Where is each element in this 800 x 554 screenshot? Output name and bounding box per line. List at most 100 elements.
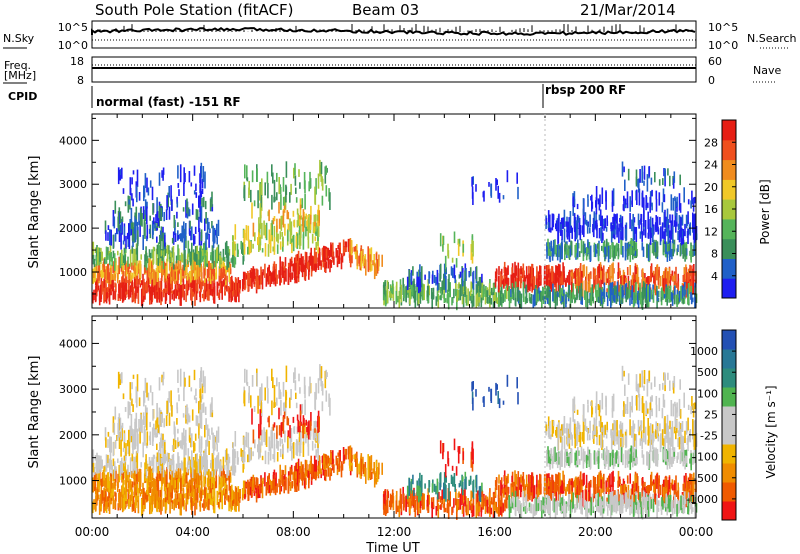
echo-cell xyxy=(320,161,323,175)
echo-cell xyxy=(133,468,136,481)
echo-cell xyxy=(561,287,564,304)
echo-cell xyxy=(262,477,264,484)
echo-cell xyxy=(313,455,316,472)
echo-cell xyxy=(661,287,663,297)
echo-cell xyxy=(143,185,145,202)
echo-cell xyxy=(655,249,657,259)
echo-cell xyxy=(131,245,134,254)
echo-cell xyxy=(648,276,650,285)
echo-cell xyxy=(556,244,559,261)
echo-cell xyxy=(278,177,280,195)
echo-cell xyxy=(215,476,218,488)
echo-cell xyxy=(396,295,399,303)
echo-cell xyxy=(166,195,168,209)
echo-cell xyxy=(593,211,596,229)
echo-cell xyxy=(517,287,519,301)
echo-cell xyxy=(96,452,98,465)
echo-cell xyxy=(302,464,304,480)
echo-cell xyxy=(212,232,215,248)
echo-cell xyxy=(317,173,320,189)
echo-cell xyxy=(177,257,180,271)
echo-cell xyxy=(585,247,588,261)
echo-cell xyxy=(202,402,205,413)
echo-cell xyxy=(304,422,306,435)
echo-cell xyxy=(645,279,647,294)
echo-cell xyxy=(318,456,321,474)
echo-cell xyxy=(457,289,459,298)
echo-cell xyxy=(151,457,153,467)
echo-cell xyxy=(175,288,178,299)
echo-cell xyxy=(99,479,102,486)
echo-cell xyxy=(651,217,654,229)
echo-cell xyxy=(201,250,204,256)
echo-cell xyxy=(365,467,367,484)
echo-cell xyxy=(439,263,442,279)
echo-cell xyxy=(614,281,616,289)
echo-cell xyxy=(196,250,198,265)
echo-cell xyxy=(298,259,301,271)
echo-cell xyxy=(156,429,158,435)
echo-cell xyxy=(244,164,246,179)
echo-cell xyxy=(360,250,363,269)
echo-cell xyxy=(226,459,228,478)
echo-cell xyxy=(176,402,178,410)
echo-cell xyxy=(615,244,617,256)
echo-cell xyxy=(110,436,112,453)
echo-cell xyxy=(159,234,161,244)
echo-cell xyxy=(362,456,364,464)
echo-cell xyxy=(589,274,591,292)
echo-cell xyxy=(551,248,554,261)
echo-cell xyxy=(279,464,281,481)
echo-cell xyxy=(128,289,130,300)
echo-cell xyxy=(603,224,605,231)
echo-cell xyxy=(644,287,647,303)
echo-cell xyxy=(196,278,199,291)
echo-cell xyxy=(132,440,134,449)
echo-cell xyxy=(684,247,687,257)
echo-cell xyxy=(257,486,260,499)
echo-cell xyxy=(682,241,684,259)
nsky-tick-high: 10^5 xyxy=(58,21,88,34)
echo-cell xyxy=(135,259,138,266)
echo-cell xyxy=(476,292,479,302)
echo-cell xyxy=(195,415,198,426)
echo-cell xyxy=(213,488,215,502)
echo-cell xyxy=(320,260,322,267)
echo-cell xyxy=(643,165,646,180)
echo-cell xyxy=(345,245,347,252)
echo-cell xyxy=(526,298,528,303)
echo-cell xyxy=(666,242,669,252)
echo-cell xyxy=(243,451,246,463)
echo-cell xyxy=(559,293,562,302)
echo-cell xyxy=(673,244,675,250)
echo-cell xyxy=(162,251,165,270)
echo-cell xyxy=(272,271,274,282)
echo-cell xyxy=(170,390,172,407)
echo-cell xyxy=(681,282,684,287)
echo-cell xyxy=(232,281,234,291)
echo-cell xyxy=(292,263,294,272)
echo-cell xyxy=(528,265,530,278)
echo-cell xyxy=(432,287,435,299)
echo-cell xyxy=(298,266,300,275)
echo-cell xyxy=(666,271,669,288)
echo-cell xyxy=(427,279,429,292)
echo-cell xyxy=(663,231,665,240)
echo-cell xyxy=(212,440,215,456)
echo-cell xyxy=(122,479,124,491)
echo-cell xyxy=(264,450,267,465)
echo-cell xyxy=(128,441,131,457)
echo-cell xyxy=(180,233,182,242)
echo-cell xyxy=(179,269,181,274)
echo-cell xyxy=(250,189,252,203)
echo-cell xyxy=(145,493,147,500)
echo-cell xyxy=(162,439,164,458)
echo-cell xyxy=(566,292,569,298)
echo-cell xyxy=(289,218,291,232)
echo-cell xyxy=(96,467,98,480)
echo-cell xyxy=(183,290,185,301)
echo-cell xyxy=(662,274,664,290)
echo-cell xyxy=(655,288,657,296)
echo-cell xyxy=(627,241,630,254)
echo-cell xyxy=(247,479,249,495)
